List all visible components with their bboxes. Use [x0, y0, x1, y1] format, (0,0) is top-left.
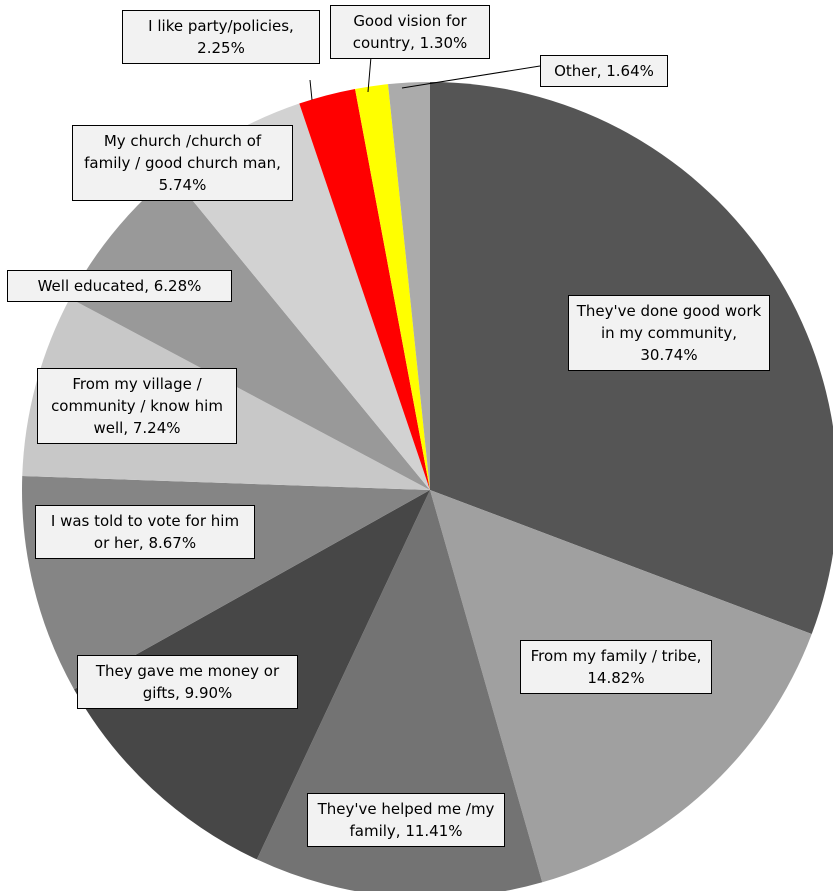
- pie-slice: [69, 174, 430, 490]
- data-label: Good vision for country, 1.30%: [330, 5, 490, 59]
- data-label: I like party/policies, 2.25%: [122, 10, 320, 64]
- data-label: My church /church of family / good churc…: [72, 125, 293, 201]
- data-label: They gave me money or gifts, 9.90%: [77, 655, 298, 709]
- data-label: From my village / community / know him w…: [37, 368, 237, 444]
- data-label: They've helped me /my family, 11.41%: [307, 793, 505, 847]
- pie-slice: [256, 490, 543, 891]
- pie-slice: [388, 82, 430, 490]
- pie-slice: [299, 88, 430, 491]
- data-label: Well educated, 6.28%: [7, 270, 232, 302]
- leader-line: [309, 79, 313, 101]
- data-label: From my family / tribe, 14.82%: [520, 640, 712, 694]
- data-label: I was told to vote for him or her, 8.67%: [35, 505, 255, 559]
- leader-line: [401, 65, 541, 89]
- data-label: They've done good work in my community, …: [568, 295, 770, 371]
- data-label: Other, 1.64%: [540, 55, 668, 87]
- pie-slice: [355, 84, 430, 490]
